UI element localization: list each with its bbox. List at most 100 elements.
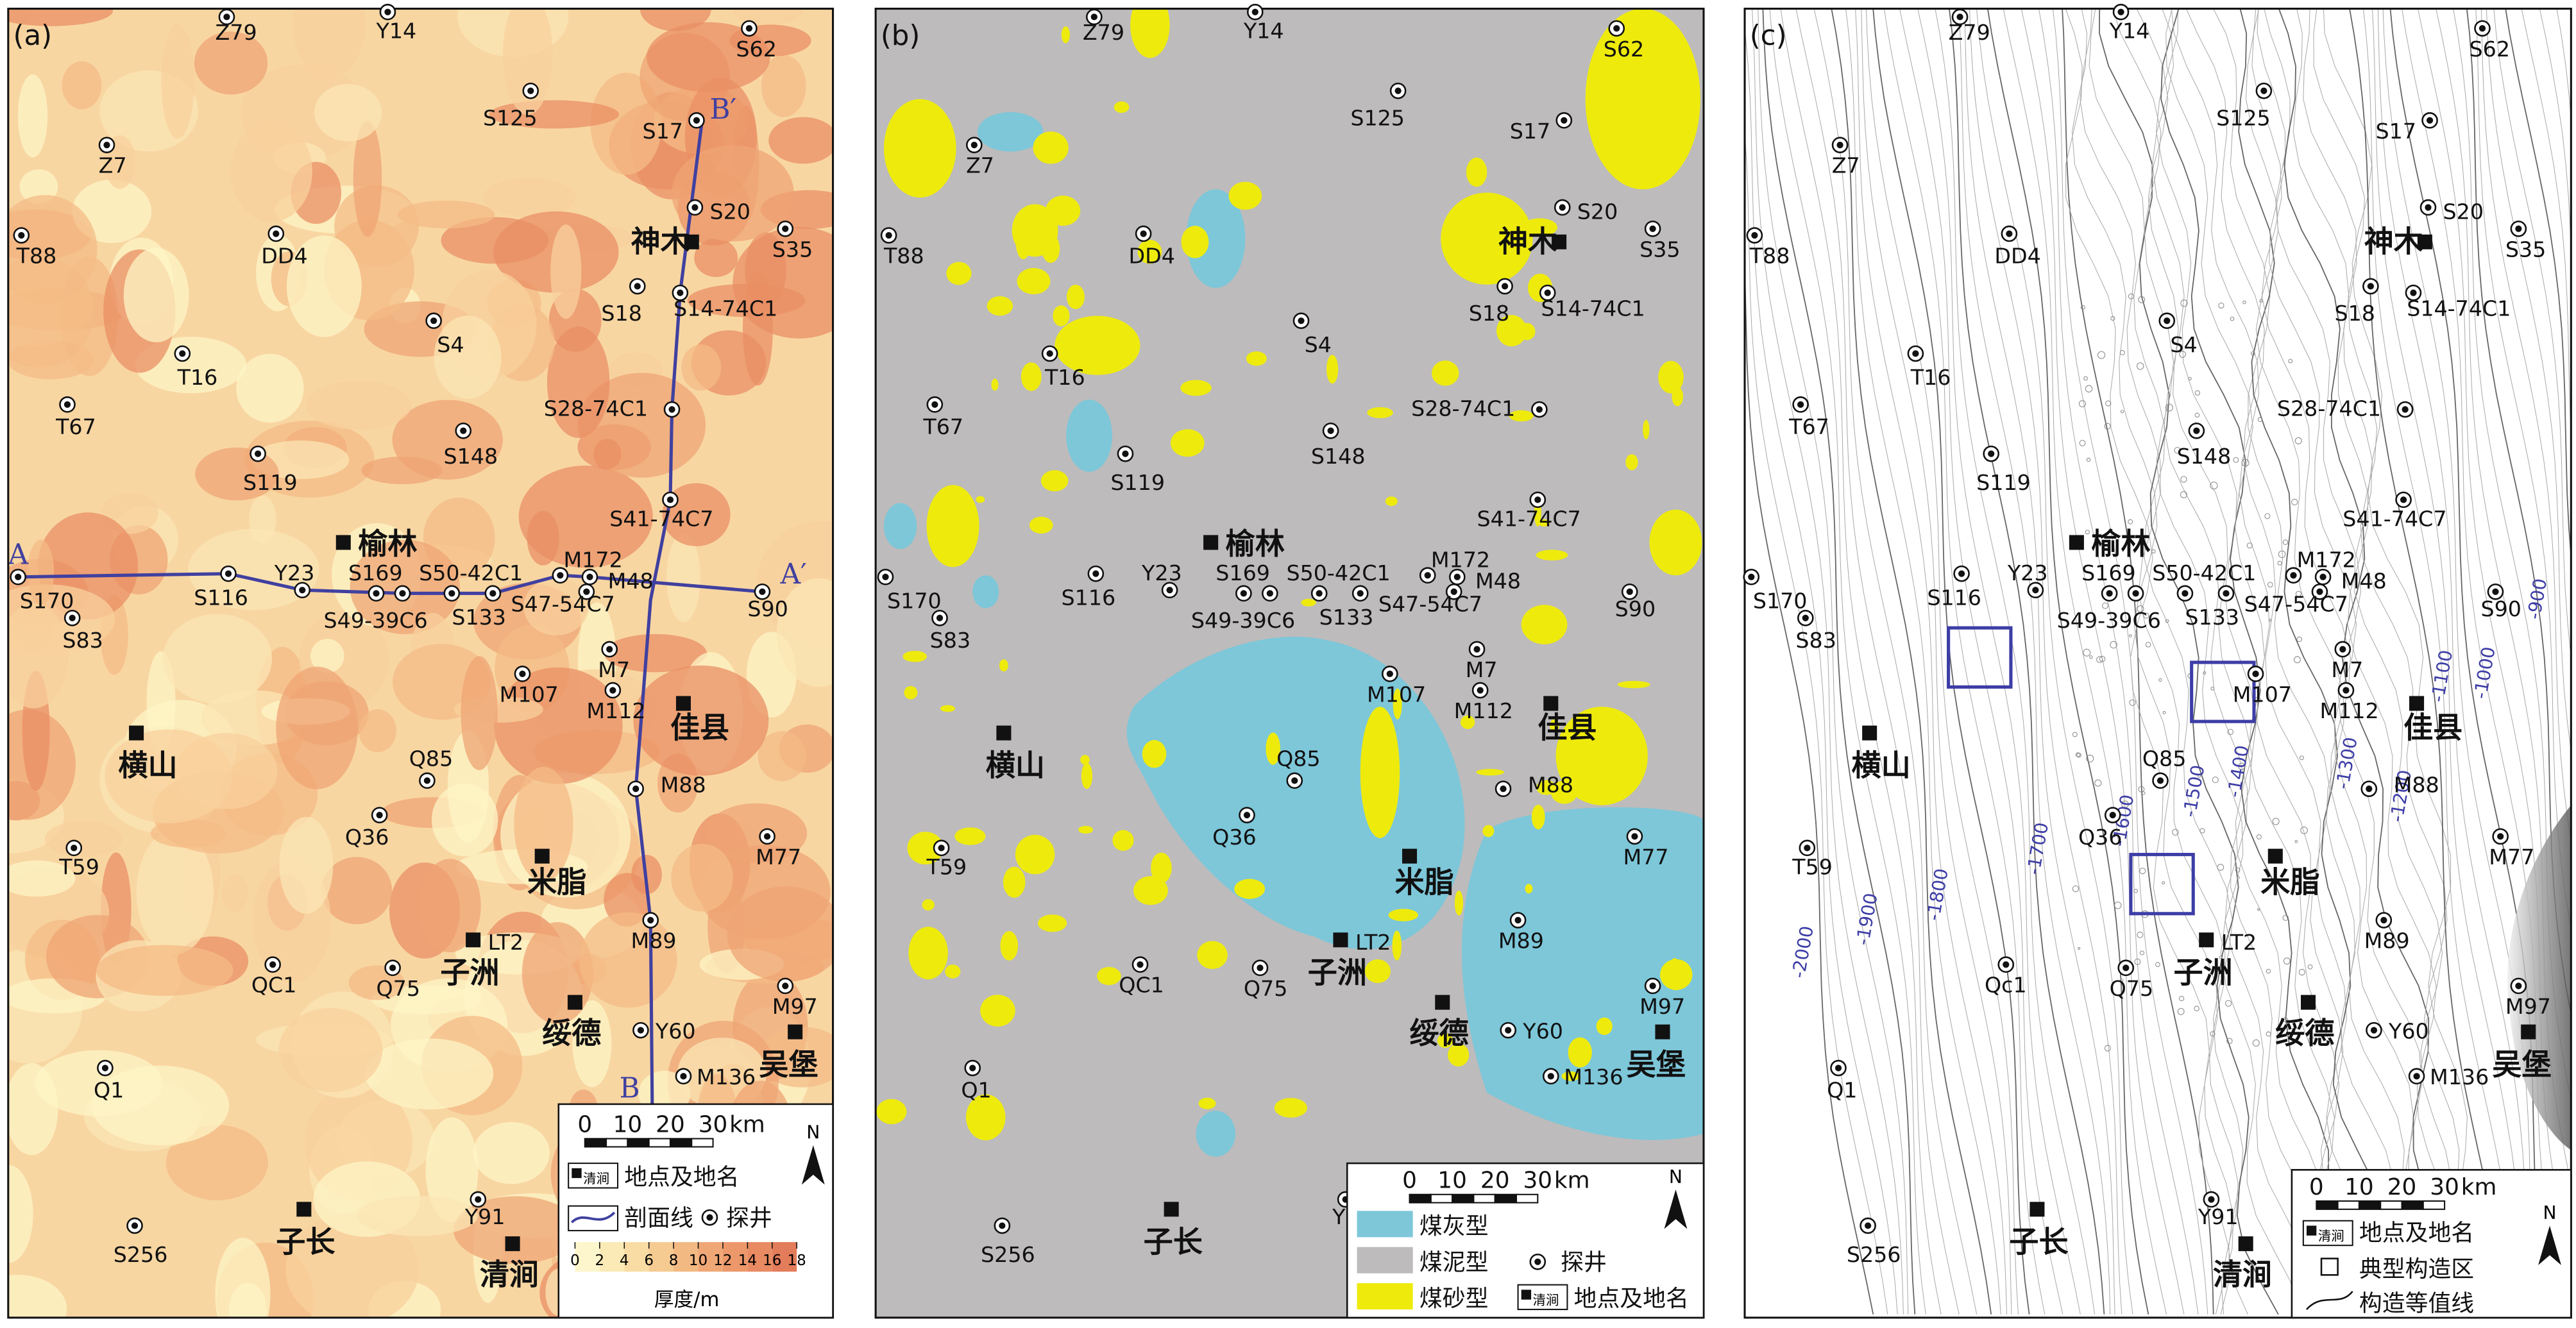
legend-text: 煤泥型 (1419, 1250, 1489, 1276)
well-symbol-inner (931, 401, 938, 408)
contour-line (1745, 128, 1888, 1315)
well-label: S4 (1305, 332, 1332, 357)
well-symbol-inner (2380, 916, 2387, 924)
relief-dot (2217, 864, 2224, 871)
well-symbol-inner (1505, 1027, 1512, 1034)
well-label: Q75 (1244, 976, 1288, 1001)
sand-patch (1080, 755, 1090, 765)
relief-dot (2072, 732, 2078, 737)
well-symbol-inner (1797, 401, 1804, 408)
well-label: M112 (586, 698, 645, 723)
well-symbol-inner (1534, 1258, 1541, 1265)
sand-patch (1097, 966, 1121, 986)
town-label: 吴堡 (759, 1047, 818, 1082)
relief-dot (2072, 885, 2080, 893)
well-label: S119 (243, 470, 298, 495)
relief-dot (2288, 358, 2293, 364)
well-symbol-inner (2006, 230, 2013, 237)
relief-dot (2110, 315, 2115, 321)
thickness-patch (550, 224, 582, 319)
relief-dot (2194, 1005, 2199, 1012)
relief-dot (2096, 656, 2103, 663)
coal-type-map (876, 8, 1704, 1318)
well-symbol-inner (1394, 87, 1402, 94)
contour-line (2251, 8, 2416, 1315)
thickness-patch (640, 8, 711, 31)
contour-line (1745, 26, 1898, 1315)
relief-dot (2083, 376, 2088, 381)
well-label: Q1 (961, 1078, 991, 1103)
thickness-patch (105, 729, 232, 823)
relief-dot (2282, 1017, 2288, 1023)
town-label: 吴堡 (1627, 1047, 1686, 1082)
well-label: Y60 (655, 1018, 696, 1043)
town-symbol (1552, 234, 1567, 249)
thickness-patch (165, 1125, 269, 1200)
well-symbol-inner (1864, 1222, 1872, 1229)
legend-contour-icon (2306, 1291, 2353, 1310)
relief-dot (2203, 671, 2207, 675)
well-symbol-inner (225, 570, 232, 577)
well-symbol-inner (2182, 590, 2189, 597)
legend-swatch (1357, 1247, 1413, 1273)
town-symbol (1164, 1202, 1179, 1217)
relief-dot (2266, 1031, 2271, 1037)
well-symbol-inner (373, 590, 380, 597)
thickness-patch (579, 912, 677, 1008)
well-symbol-inner (759, 588, 766, 595)
well-label: M7 (598, 657, 630, 682)
relief-dot (2114, 902, 2122, 909)
relief-dot (2268, 619, 2272, 622)
contour-line (1883, 8, 2046, 1315)
legend-text: 剖面线 (624, 1205, 693, 1231)
town-symbol (996, 725, 1012, 741)
well-label: S41-74C7 (609, 506, 713, 531)
well-label: M48 (2341, 569, 2387, 594)
well-symbol-inner (1453, 573, 1461, 580)
relief-dot (2102, 602, 2108, 609)
sand-patch (991, 378, 999, 391)
thickness-patch (572, 1000, 612, 1088)
sand-patch (1522, 218, 1557, 237)
well-symbol-inner (2370, 1027, 2378, 1034)
well-symbol-inner (2515, 982, 2522, 989)
panel-1: (a) Z79 Y14 S62 S125 S17 Z7 S20 S35 T88 DD4 S18 S14-… (7, 3, 835, 1319)
well-symbol-inner (2413, 1073, 2420, 1080)
relief-dot (2307, 964, 2313, 970)
relief-dot (2177, 1008, 2185, 1015)
panel-frame (874, 8, 1705, 1319)
town-symbol (684, 234, 699, 249)
town-label: 子长 (2009, 1224, 2068, 1259)
thickness-patch (397, 200, 495, 229)
north-label: N (806, 1122, 820, 1143)
well-symbol-inner (1958, 570, 1965, 577)
well-symbol-inner (1559, 204, 1566, 211)
well-label: T67 (1788, 414, 1829, 439)
well-symbol-inner (1748, 573, 1755, 580)
thickness-patch (590, 72, 663, 175)
well-symbol-inner (2339, 646, 2346, 653)
well-symbol-inner (475, 1196, 482, 1203)
contour-line (2539, 8, 2572, 264)
relief-dot (2099, 655, 2106, 662)
well-label: S14-74C1 (1541, 296, 1645, 321)
well-label: LT2 (2221, 930, 2257, 955)
town-symbol (296, 1202, 312, 1217)
well-symbol-inner (1534, 496, 1541, 503)
colorbar-tick-label: 2 (595, 1252, 605, 1269)
sand-patch (1029, 516, 1053, 534)
relief-dot (2139, 950, 2145, 955)
town-symbol (2417, 234, 2432, 249)
thickness-patch (162, 614, 273, 704)
relief-dot (2282, 539, 2289, 545)
contour-line (2466, 8, 2572, 1018)
well-label: Qc1 (1985, 973, 2027, 998)
well-label: S170 (1753, 588, 1808, 613)
well-label: S35 (772, 237, 813, 262)
well-label: Z7 (1832, 153, 1860, 178)
relief-dot (2230, 316, 2235, 321)
sand-patch (1437, 1033, 1453, 1048)
well-label: T16 (1910, 365, 1951, 390)
sand-patch (1663, 133, 1688, 155)
